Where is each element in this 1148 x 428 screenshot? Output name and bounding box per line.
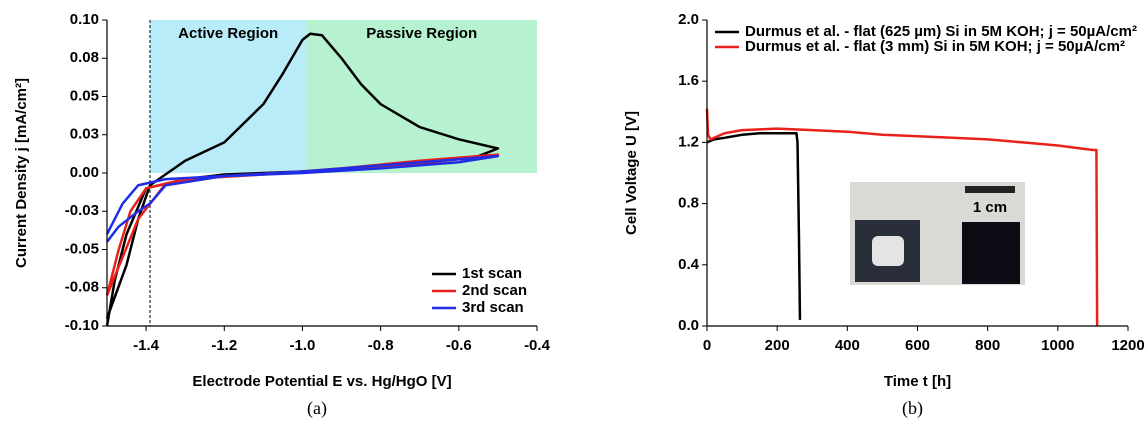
scale-label: 1 cm [973,199,1007,216]
series-line [706,131,802,320]
x-tick-label: 800 [975,337,1000,354]
y-tick-label: 0.8 [678,195,699,212]
y-tick-label: 0.00 [70,164,99,181]
y-tick-label: 1.2 [678,133,699,150]
region-label: Active Region [178,25,278,42]
y-tick-label: 0.10 [70,11,99,28]
y-tick-label: 0.08 [70,49,99,66]
legend-label: 1st scan [462,265,522,282]
photo-sample [962,222,1020,284]
x-tick-label: -0.4 [524,337,551,354]
y-tick-label: 2.0 [678,11,699,28]
legend-label: 2nd scan [462,282,527,299]
photo-hole [872,236,904,266]
y-tick-label: -0.08 [65,279,99,296]
series-line [105,154,500,243]
y-tick-label: -0.05 [65,240,99,257]
legend-label: Durmus et al. - flat (3 mm) Si in 5M KOH… [745,38,1125,55]
legend-label: Durmus et al. - flat (625 µm) Si in 5M K… [745,23,1137,40]
region [306,20,537,173]
inset-photo: 1 cm [850,182,1025,285]
caption: (a) [307,398,327,419]
x-tick-label: -0.8 [368,337,394,354]
x-tick-label: 1200 [1111,337,1144,354]
x-axis-label: Time t [h] [884,373,951,390]
series-line [705,108,1099,327]
caption: (b) [902,398,923,419]
scale-bar [965,186,1015,193]
y-tick-label: 0.05 [70,87,99,104]
x-axis-label: Electrode Potential E vs. Hg/HgO [V] [192,373,451,390]
x-tick-label: 400 [835,337,860,354]
x-tick-label: -1.2 [211,337,237,354]
y-tick-label: 0.4 [678,256,700,273]
region [150,20,307,173]
x-tick-label: 600 [905,337,930,354]
x-tick-label: 1000 [1041,337,1074,354]
legend-label: 3rd scan [462,299,524,316]
x-tick-label: 200 [765,337,790,354]
x-tick-label: -1.0 [290,337,316,354]
y-axis-label: Current Density j [mA/cm²] [13,78,30,268]
y-axis-label: Cell Voltage U [V] [623,111,640,235]
y-tick-label: -0.10 [65,317,99,334]
x-tick-label: -0.6 [446,337,472,354]
y-tick-label: 1.6 [678,72,699,89]
y-tick-label: 0.03 [70,126,99,143]
y-tick-label: -0.03 [65,202,99,219]
region-label: Passive Region [366,25,477,42]
x-tick-label: -1.4 [133,337,160,354]
x-tick-label: 0 [703,337,711,354]
y-tick-label: 0.0 [678,317,699,334]
